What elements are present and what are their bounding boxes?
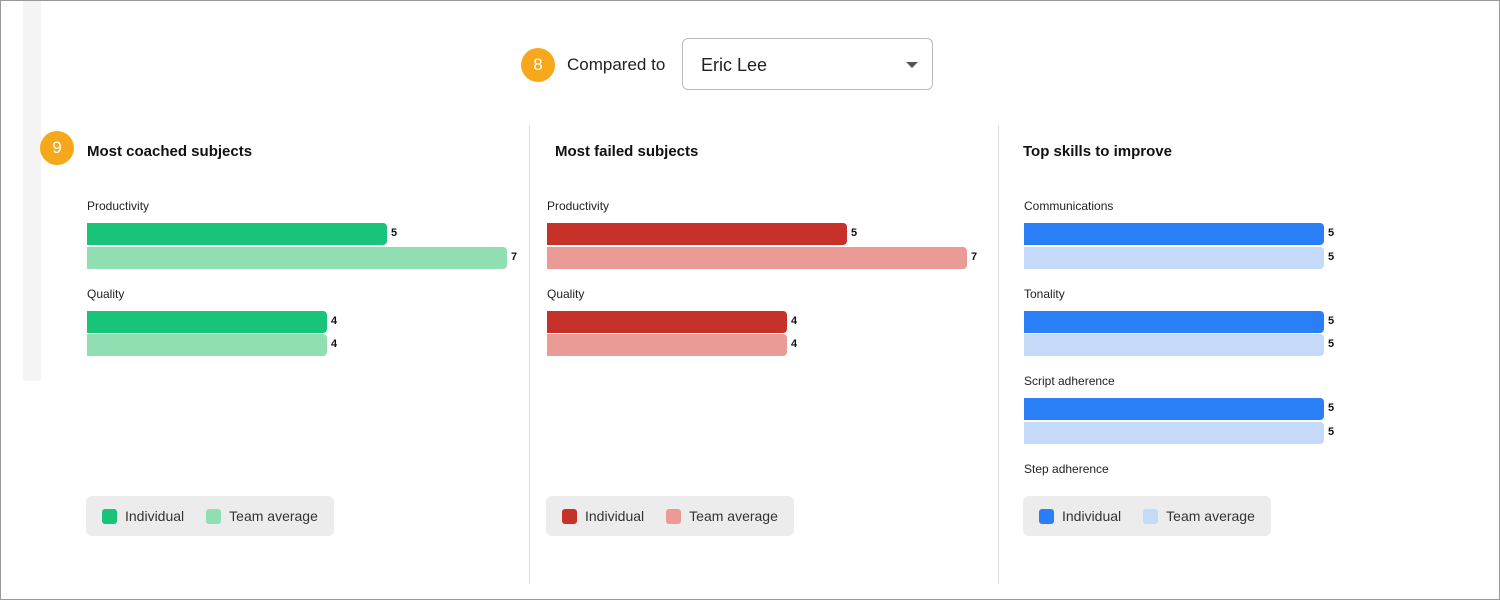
category-label: Tonality [1024,286,1065,301]
side-strip [23,1,41,381]
legend-swatch [102,508,117,524]
legend-item: Team average [666,508,778,524]
dropdown-caret [906,62,918,68]
divider [998,126,999,584]
legend: Individual Team average [546,496,794,536]
bar [1024,398,1324,420]
divider [529,126,530,584]
bar [1024,246,1324,269]
value-label: 5 [1328,250,1335,263]
category-label: Quality [547,286,585,301]
bar [547,334,787,356]
legend-item: Individual [1039,508,1121,524]
legend-item: Individual [562,508,644,524]
value-label: 5 [1328,227,1335,239]
dropdown-value: Eric Lee [701,55,768,75]
value-label: 5 [1328,402,1335,414]
bar [87,246,507,269]
legend-item: Team average [1143,508,1255,524]
bar [547,223,847,245]
legend-label: Team average [1166,508,1255,524]
value-label: 4 [791,338,798,350]
section-badge: 9 [40,131,74,165]
legend-label: Individual [1062,508,1122,524]
category-label: Quality [87,286,125,301]
value-label: 4 [791,314,798,327]
legend-item: Individual [102,508,184,524]
legend-swatch [206,508,222,524]
category-label: Step adherence [1024,461,1109,476]
bar [1024,223,1324,245]
dropdown[interactable]: Eric Lee [682,38,933,90]
bar [547,310,787,333]
panel-title: Most coached subjects [87,143,253,160]
category-label: Script adherence [1024,374,1115,388]
legend: Individual Team average [86,496,334,536]
bar [547,246,967,269]
value-label: 4 [331,338,338,350]
value-label: 5 [1328,314,1335,327]
panel-title: Most failed subjects [555,143,699,160]
category-label: Productivity [547,199,610,213]
legend-swatch [562,508,577,524]
step-badge: 8 [521,48,555,82]
value-label: 5 [391,227,398,239]
legend-swatch [1039,508,1054,524]
value-label: 7 [511,250,518,263]
compare-label: Compared to [567,55,666,74]
value-label: 5 [851,227,858,239]
bar [1024,421,1324,444]
bar [87,334,327,356]
value-label: 7 [971,250,978,263]
legend-item: Team average [206,508,318,524]
value-label: 5 [1328,338,1335,350]
bar [1024,334,1324,356]
value-label: 4 [331,314,338,327]
value-label: 5 [1328,425,1335,438]
bar [1024,310,1324,333]
category-label: Communications [1024,199,1114,213]
legend: Individual Team average [1023,496,1271,536]
legend-label: Individual [585,508,645,524]
legend-swatch [666,508,682,524]
category-label: Productivity [87,199,150,213]
bar [87,223,387,245]
legend-label: Team average [689,508,778,524]
legend-swatch [1143,508,1159,524]
panel-title: Top skills to improve [1023,143,1172,160]
bar [87,310,327,333]
legend-label: Team average [229,508,318,524]
legend-label: Individual [125,508,185,524]
